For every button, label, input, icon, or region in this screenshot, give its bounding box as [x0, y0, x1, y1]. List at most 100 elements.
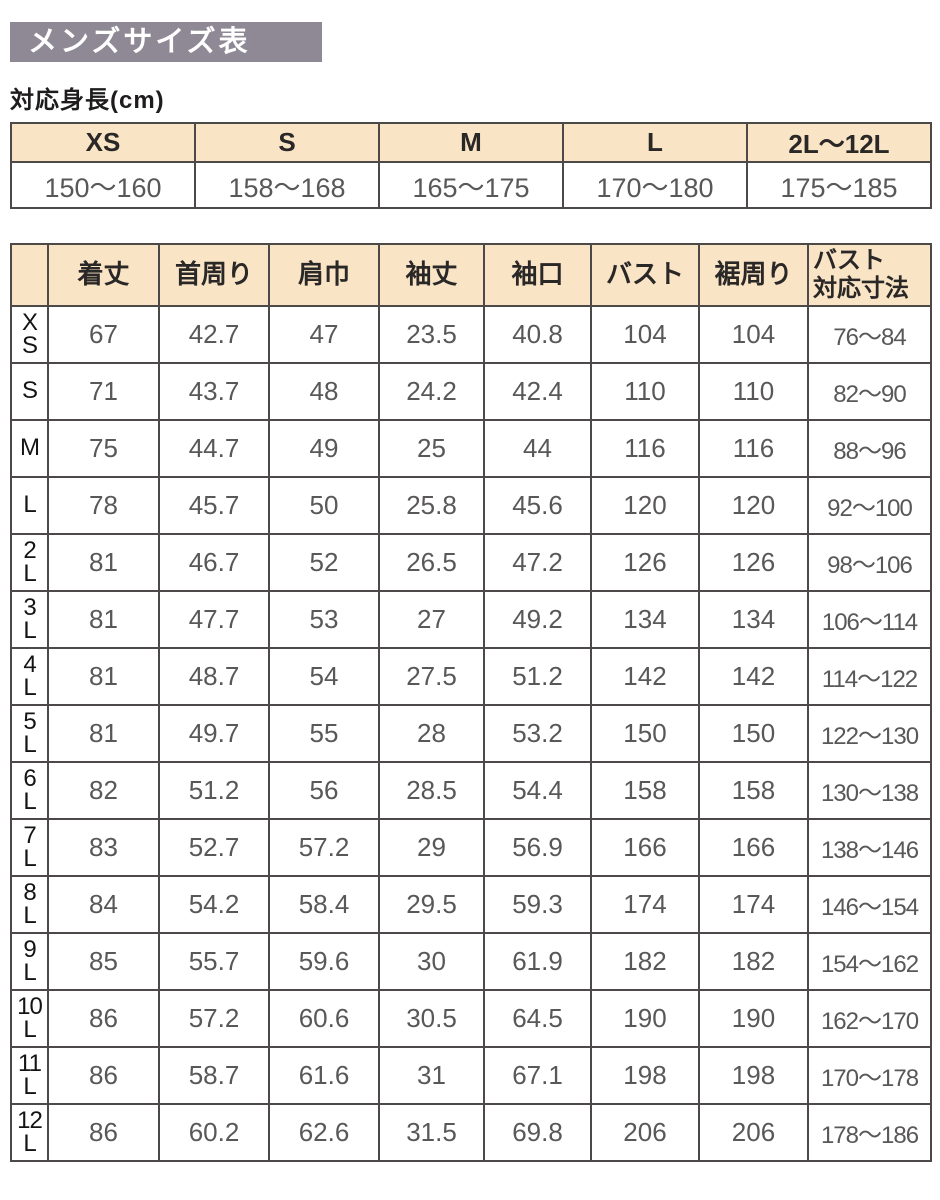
column-header: 2L～12L [746, 122, 932, 163]
table-cell: 58.7 [158, 1046, 270, 1105]
table-cell: 40.8 [483, 305, 592, 364]
table-cell: 27 [378, 590, 485, 649]
table-cell: 182 [698, 932, 809, 991]
page-title: メンズサイズ表 [10, 22, 322, 62]
table-cell: 116 [590, 419, 700, 478]
table-cell: 26.5 [378, 533, 485, 592]
column-header: M [378, 122, 564, 163]
table-cell: 110 [590, 362, 700, 421]
table-cell: 49.7 [158, 704, 270, 763]
table-cell: 61.6 [268, 1046, 380, 1105]
table-cell: 86 [47, 1103, 160, 1162]
table-cell: 57.2 [158, 989, 270, 1048]
table-row: 6 L 82 51.2 56 28.5 54.4 158 158 130～138 [10, 761, 932, 820]
table-cell: 61.9 [483, 932, 592, 991]
table-cell: 49.2 [483, 590, 592, 649]
table-cell: 48.7 [158, 647, 270, 706]
table-cell: 55.7 [158, 932, 270, 991]
table-cell: 182 [590, 932, 700, 991]
table-cell: 84 [47, 875, 160, 934]
table-cell: 64.5 [483, 989, 592, 1048]
table-cell: 150 [698, 704, 809, 763]
table-cell: 42.7 [158, 305, 270, 364]
table-row: 7 L 83 52.7 57.2 29 56.9 166 166 138～146 [10, 818, 932, 877]
table-cell: 81 [47, 590, 160, 649]
table-cell: 27.5 [378, 647, 485, 706]
table-cell: 86 [47, 1046, 160, 1105]
table-cell: 198 [590, 1046, 700, 1105]
column-header: L [562, 122, 748, 163]
row-header: 10 L [10, 989, 49, 1048]
table-cell: 206 [698, 1103, 809, 1162]
table-cell: 174 [590, 875, 700, 934]
table-cell: 110 [698, 362, 809, 421]
table-cell: 98～106 [807, 533, 932, 592]
table-cell: 81 [47, 647, 160, 706]
table-cell: 49 [268, 419, 380, 478]
table-cell: 28.5 [378, 761, 485, 820]
table-cell: 28 [378, 704, 485, 763]
table-cell: 60.2 [158, 1103, 270, 1162]
table-cell: 29 [378, 818, 485, 877]
table-row: M 75 44.7 49 25 44 116 116 88～96 [10, 419, 932, 478]
table-cell: 126 [698, 533, 809, 592]
table-cell: 190 [590, 989, 700, 1048]
column-header: 袖丈 [378, 243, 485, 307]
table-row: 9 L 85 55.7 59.6 30 61.9 182 182 154～162 [10, 932, 932, 991]
table-cell: 165～175 [378, 161, 564, 209]
table-cell: 29.5 [378, 875, 485, 934]
row-header: 8 L [10, 875, 49, 934]
column-header: 肩巾 [268, 243, 380, 307]
column-header: S [194, 122, 380, 163]
table-cell: 53.2 [483, 704, 592, 763]
table-cell: 78 [47, 476, 160, 535]
table-cell: 162～170 [807, 989, 932, 1048]
column-header: バスト [590, 243, 700, 307]
column-header: 袖口 [483, 243, 592, 307]
table-cell: 45.6 [483, 476, 592, 535]
table-cell: 57.2 [268, 818, 380, 877]
table-cell: 190 [698, 989, 809, 1048]
table-cell: 25 [378, 419, 485, 478]
table-cell: 31.5 [378, 1103, 485, 1162]
table-cell: 56 [268, 761, 380, 820]
table-cell: 83 [47, 818, 160, 877]
size-table: 着丈 首周り 肩巾 袖丈 袖口 バスト 裾周り バスト 対応寸法 X S 67 42.7 47 23.… [10, 243, 932, 1162]
table-cell: 198 [698, 1046, 809, 1105]
table-cell: 81 [47, 533, 160, 592]
table-cell: 126 [590, 533, 700, 592]
table-cell: 48 [268, 362, 380, 421]
section-label-height: 対応身長(cm) [10, 87, 165, 114]
row-header: 7 L [10, 818, 49, 877]
table-cell: 76～84 [807, 305, 932, 364]
table-cell: 54.4 [483, 761, 592, 820]
table-cell: 46.7 [158, 533, 270, 592]
table-cell: 170～180 [562, 161, 748, 209]
table-cell: 44 [483, 419, 592, 478]
table-cell: 206 [590, 1103, 700, 1162]
table-cell: 82～90 [807, 362, 932, 421]
table-cell: 142 [698, 647, 809, 706]
table-cell: 158 [698, 761, 809, 820]
row-header: 5 L [10, 704, 49, 763]
height-table: XS S M L 2L～12L 150～160 158～168 165～175 … [10, 122, 932, 209]
table-cell: 47 [268, 305, 380, 364]
column-header: 裾周り [698, 243, 809, 307]
table-cell: 43.7 [158, 362, 270, 421]
table-cell: 134 [698, 590, 809, 649]
table-cell: 154～162 [807, 932, 932, 991]
table-cell: 67 [47, 305, 160, 364]
table-cell: 142 [590, 647, 700, 706]
table-cell: 85 [47, 932, 160, 991]
table-row: 5 L 81 49.7 55 28 53.2 150 150 122～130 [10, 704, 932, 763]
table-cell: 47.2 [483, 533, 592, 592]
row-header: M [10, 419, 49, 478]
table-cell: 31 [378, 1046, 485, 1105]
table-row: 10 L 86 57.2 60.6 30.5 64.5 190 190 162～170 [10, 989, 932, 1048]
table-cell: 166 [590, 818, 700, 877]
table-cell: 150 [590, 704, 700, 763]
table-cell: 52.7 [158, 818, 270, 877]
table-cell: 82 [47, 761, 160, 820]
height-table-header-row: XS S M L 2L～12L [10, 122, 932, 163]
table-cell: 158～168 [194, 161, 380, 209]
